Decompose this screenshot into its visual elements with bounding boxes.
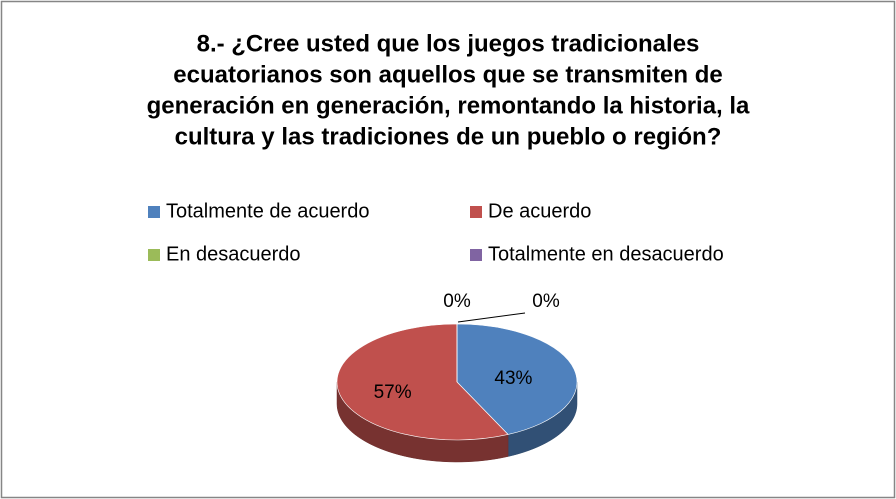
data-label: 0% — [443, 291, 471, 312]
legend-label: Totalmente en desacuerdo — [488, 243, 724, 265]
data-label: 57% — [374, 382, 412, 403]
chart-title: ecuatorianos son aquellos que se transmi… — [173, 61, 722, 88]
pie-top — [456, 323, 578, 435]
chart-title: 8.- ¿Cree usted que los juegos tradicion… — [197, 30, 700, 57]
chart-title: generación en generación, remontando la … — [147, 92, 750, 119]
data-label: 0% — [532, 291, 560, 312]
legend-swatch — [470, 206, 482, 218]
legend-label: En desacuerdo — [166, 243, 301, 265]
legend-swatch — [148, 206, 160, 218]
legend-swatch — [148, 249, 160, 261]
leader-line — [457, 312, 526, 323]
legend-label: De acuerdo — [488, 200, 591, 222]
legend-label: Totalmente de acuerdo — [166, 200, 369, 222]
chart-title: cultura y las tradiciones de un pueblo o… — [175, 123, 722, 150]
pie-top — [336, 323, 509, 441]
legend-swatch — [470, 249, 482, 261]
pie-slice — [336, 323, 509, 463]
data-label: 43% — [494, 368, 532, 389]
